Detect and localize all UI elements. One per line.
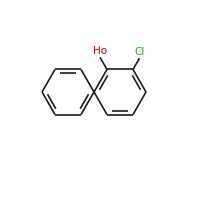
Text: Cl: Cl <box>134 47 145 57</box>
Text: Ho: Ho <box>93 46 107 56</box>
